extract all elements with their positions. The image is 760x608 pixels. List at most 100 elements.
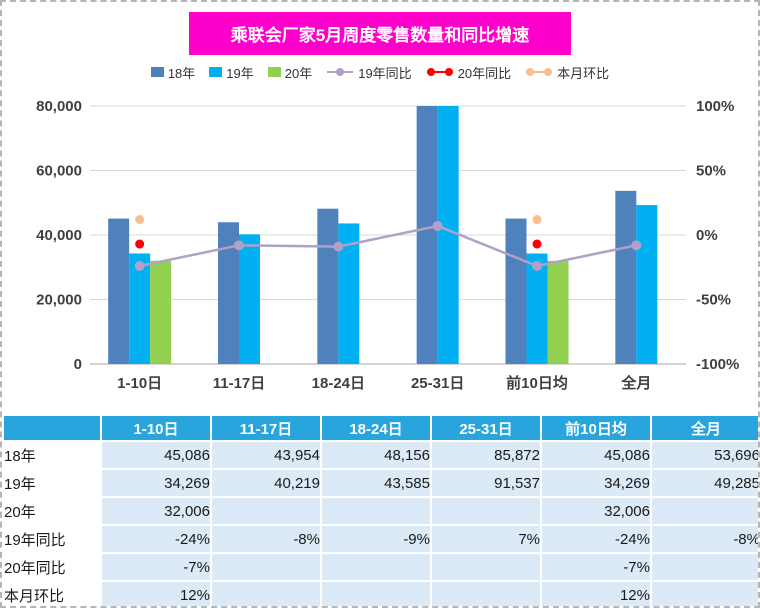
right-axis-tick: 0%	[696, 227, 718, 244]
cell-19年-前10日均[interactable]: 34,269	[542, 470, 650, 496]
table-row-20年同比: 20年同比 -7% -7%	[4, 554, 758, 580]
cell-本月环比-1-10日[interactable]: 12%	[102, 582, 210, 606]
bar-18年-前10日均	[505, 218, 527, 364]
column-header-1-10日[interactable]: 1-10日	[102, 416, 210, 440]
cell-18年-前10日均[interactable]: 45,086	[542, 442, 650, 468]
cell-19年同比-18-24日[interactable]: -9%	[322, 526, 430, 552]
bar-18年-1-10日	[108, 218, 130, 364]
legend-swatch-icon	[526, 68, 553, 76]
cell-20年同比-18-24日[interactable]	[322, 554, 430, 580]
cell-19年-11-17日[interactable]: 40,219	[212, 470, 320, 496]
cell-19年-18-24日[interactable]: 43,585	[322, 470, 430, 496]
table-row-18年: 18年 45,086 43,954 48,156 85,872 45,086 53,696	[4, 442, 758, 468]
cell-20年-11-17日[interactable]	[212, 498, 320, 524]
left-axis-tick: 0	[74, 356, 82, 373]
cell-18年-18-24日[interactable]: 48,156	[322, 442, 430, 468]
cell-20年-1-10日[interactable]: 32,006	[102, 498, 210, 524]
cell-20年同比-25-31日[interactable]	[432, 554, 540, 580]
bar-18年-11-17日	[218, 222, 239, 364]
legend-item-20年同比: 20年同比	[426, 63, 511, 82]
right-axis-tick: -50%	[696, 292, 731, 309]
cell-20年同比-1-10日[interactable]: -7%	[102, 554, 210, 580]
column-header-25-31日[interactable]: 25-31日	[432, 416, 540, 440]
marker-19年同比	[333, 241, 344, 252]
cell-20年-25-31日[interactable]	[432, 498, 540, 524]
bar-19年-18-24日	[338, 223, 360, 364]
cell-19年-全月[interactable]: 49,285	[652, 470, 758, 496]
cell-20年-前10日均[interactable]: 32,006	[542, 498, 650, 524]
marker-20年同比-1-10日	[135, 239, 145, 249]
row-label-本月环比[interactable]: 本月环比	[4, 582, 100, 606]
chart-plot[interactable]: 80,000 60,000 40,000 20,000 0 100% 50% 0% -50% -1…	[2, 82, 760, 400]
marker-本月环比-前10日均	[532, 215, 542, 225]
row-label-20年[interactable]: 20年	[4, 498, 100, 524]
cell-20年同比-全月[interactable]	[652, 554, 758, 580]
cell-19年同比-11-17日[interactable]: -8%	[212, 526, 320, 552]
legend-item-20年: 20年	[267, 63, 312, 82]
cell-20年-18-24日[interactable]	[322, 498, 430, 524]
marker-19年同比	[631, 240, 642, 251]
marker-19年同比	[234, 240, 244, 251]
bar-19年-1-10日	[129, 253, 151, 364]
x-axis-label: 全月	[620, 374, 651, 392]
cell-本月环比-18-24日[interactable]	[322, 582, 430, 606]
legend-label: 20年同比	[457, 65, 512, 81]
cell-18年-全月[interactable]: 53,696	[652, 442, 758, 468]
cell-本月环比-11-17日[interactable]	[212, 582, 320, 606]
column-header-全月[interactable]: 全月	[652, 416, 758, 440]
cell-20年-全月[interactable]	[652, 498, 758, 524]
left-axis-tick: 60,000	[36, 163, 82, 180]
bar-18年-全月	[615, 190, 637, 364]
bar-18年-25-31日	[416, 106, 438, 364]
cell-19年-25-31日[interactable]: 91,537	[432, 470, 540, 496]
legend-label: 18年	[167, 65, 196, 81]
table-header-row: 1-10日 11-17日 18-24日 25-31日 前10日均 全月	[4, 416, 758, 440]
table-corner-cell[interactable]	[4, 416, 100, 440]
right-axis-tick: 50%	[696, 163, 726, 180]
row-label-19年同比[interactable]: 19年同比	[4, 526, 100, 552]
column-header-11-17日[interactable]: 11-17日	[212, 416, 320, 440]
cell-18年-1-10日[interactable]: 45,086	[102, 442, 210, 468]
legend-item-18年: 18年	[150, 63, 196, 82]
x-axis-label: 11-17日	[213, 375, 266, 392]
cell-19年同比-前10日均[interactable]: -24%	[542, 526, 650, 552]
cell-18年-25-31日[interactable]: 85,872	[432, 442, 540, 468]
cell-18年-11-17日[interactable]: 43,954	[212, 442, 320, 468]
x-axis-label: 前10日均	[506, 374, 568, 392]
cell-20年同比-11-17日[interactable]	[212, 554, 320, 580]
marker-20年同比-前10日均	[532, 239, 542, 249]
row-label-19年[interactable]: 19年	[4, 470, 100, 496]
cell-本月环比-前10日均[interactable]: 12%	[542, 582, 650, 606]
row-label-18年[interactable]: 18年	[4, 442, 100, 468]
cell-19年同比-全月[interactable]: -8%	[652, 526, 758, 552]
chart-title: 乘联会厂家5月周度零售数量和同比增速	[188, 12, 572, 55]
bar-20年-1-10日	[150, 260, 172, 364]
legend-swatch-icon	[267, 67, 281, 77]
row-label-20年同比[interactable]: 20年同比	[4, 554, 100, 580]
bar-19年-25-31日	[437, 106, 459, 364]
legend-label: 19年同比	[358, 65, 412, 81]
x-axis-label: 25-31日	[411, 375, 464, 392]
cell-19年同比-1-10日[interactable]: -24%	[102, 526, 210, 552]
right-axis-tick: -100%	[696, 356, 739, 373]
legend-item-19年同比: 19年同比	[326, 63, 412, 82]
line-19年同比	[139, 224, 637, 268]
table-row-19年同比: 19年同比 -24% -8% -9% 7% -24% -8%	[4, 526, 758, 552]
data-table: 1-10日 11-17日 18-24日 25-31日 前10日均 全月 18年 45,086 4…	[2, 414, 758, 606]
bar-19年-前10日均	[526, 253, 548, 364]
legend-label: 19年	[226, 65, 254, 81]
cell-本月环比-25-31日[interactable]	[432, 582, 540, 606]
legend-item-本月环比: 本月环比	[525, 63, 609, 82]
legend-swatch-icon	[426, 68, 453, 76]
column-header-前10日均[interactable]: 前10日均	[542, 416, 650, 440]
cell-本月环比-全月[interactable]	[652, 582, 758, 606]
column-header-18-24日[interactable]: 18-24日	[322, 416, 430, 440]
cell-19年同比-25-31日[interactable]: 7%	[432, 526, 540, 552]
bar-19年-全月	[636, 205, 658, 364]
cell-20年同比-前10日均[interactable]: -7%	[542, 554, 650, 580]
x-axis-label: 18-24日	[312, 375, 365, 392]
bar-19年-11-17日	[239, 234, 260, 364]
cell-19年-1-10日[interactable]: 34,269	[102, 470, 210, 496]
marker-本月环比-1-10日	[135, 215, 145, 225]
